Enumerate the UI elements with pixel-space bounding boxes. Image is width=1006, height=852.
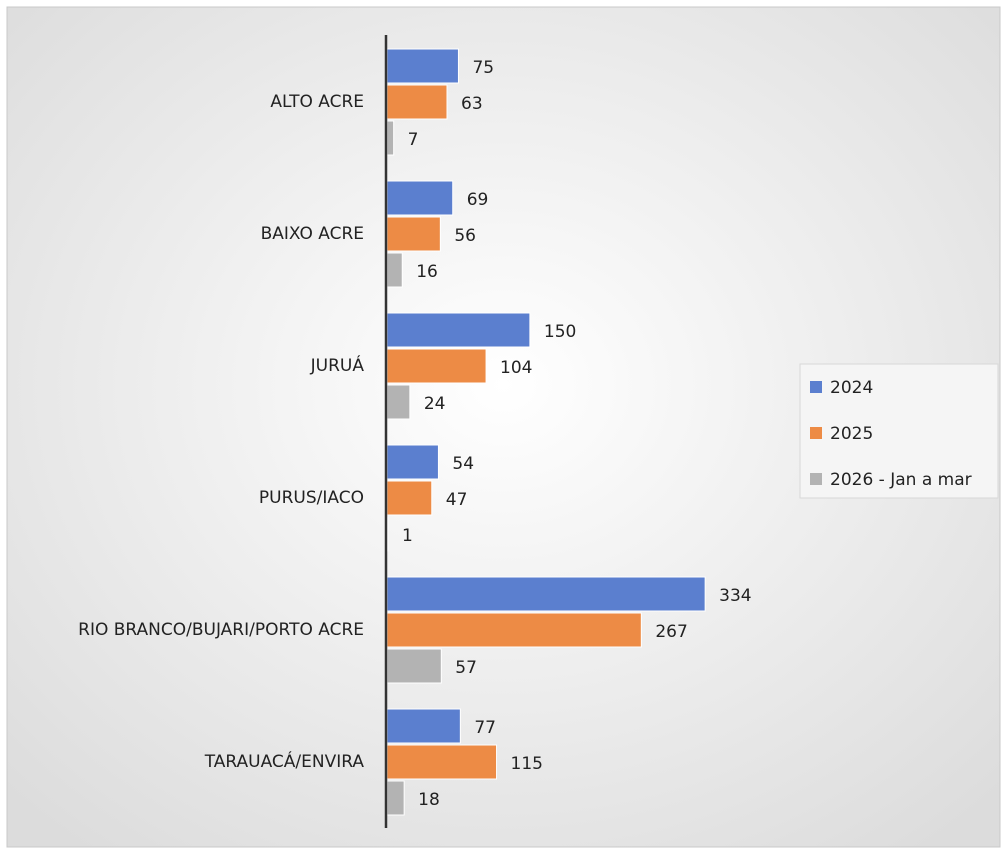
data-label: 334 <box>719 586 751 606</box>
bar <box>386 384 411 420</box>
y-tick-label: BAIXO ACRE <box>261 224 364 244</box>
bar <box>386 744 498 780</box>
y-tick-label: TARAUACÁ/ENVIRA <box>204 750 365 772</box>
bar <box>386 780 405 816</box>
bar <box>386 612 642 648</box>
data-label: 115 <box>511 754 543 774</box>
y-tick-label: PURUS/IACO <box>259 488 364 508</box>
data-label: 56 <box>454 226 476 246</box>
legend-label: 2026 - Jan a mar <box>830 470 972 490</box>
legend-swatch <box>810 473 822 485</box>
data-label: 69 <box>467 190 489 210</box>
legend-label: 2025 <box>830 424 873 444</box>
data-label: 104 <box>500 358 532 378</box>
bar <box>386 120 395 156</box>
bar <box>386 180 454 216</box>
data-label: 7 <box>408 130 419 150</box>
bar <box>386 84 448 120</box>
data-label: 77 <box>474 718 496 738</box>
data-label: 54 <box>452 454 474 474</box>
bar <box>386 480 433 516</box>
bar <box>386 444 439 480</box>
legend-swatch <box>810 427 822 439</box>
bar <box>386 576 706 612</box>
bar <box>386 216 441 252</box>
legend <box>799 363 999 499</box>
bar <box>386 312 531 348</box>
data-label: 1 <box>402 526 413 546</box>
plot-area: ALTO ACRE 75 63 7 BAIXO ACRE 69 56 16 JURUÁ 150 10… <box>78 48 752 816</box>
bar <box>386 348 487 384</box>
legend-label: 2024 <box>830 378 873 398</box>
data-label: 267 <box>655 622 687 642</box>
bar <box>386 48 459 84</box>
data-label: 16 <box>416 262 438 282</box>
data-label: 47 <box>446 490 468 510</box>
legend-items: 2024 2025 2026 - Jan a mar <box>810 378 972 490</box>
data-label: 24 <box>424 394 446 414</box>
data-label: 63 <box>461 94 483 114</box>
data-label: 18 <box>418 790 440 810</box>
data-label: 150 <box>544 322 576 342</box>
bar <box>386 648 442 684</box>
y-tick-label: ALTO ACRE <box>270 92 364 112</box>
legend-swatch <box>810 381 822 393</box>
y-tick-label: RIO BRANCO/BUJARI/PORTO ACRE <box>78 620 364 640</box>
data-label: 57 <box>455 658 477 678</box>
bar <box>386 252 403 288</box>
bar <box>386 708 461 744</box>
data-label: 75 <box>472 58 494 78</box>
y-tick-label: JURUÁ <box>310 354 365 376</box>
